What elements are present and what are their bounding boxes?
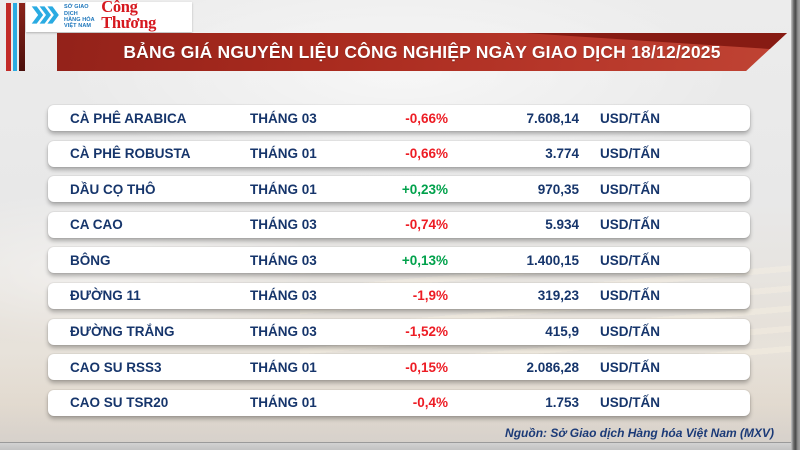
contract-month: THÁNG 01 bbox=[250, 181, 317, 197]
unit-cell: USD/TẤN bbox=[600, 288, 660, 304]
change-cell: -0,74% bbox=[405, 217, 448, 233]
price-cell: 1.753 bbox=[545, 395, 579, 411]
commodity-name: ĐƯỜNG 11 bbox=[70, 288, 141, 304]
price-cell: 2.086,28 bbox=[526, 359, 579, 375]
table-row: ĐƯỜNG TRẮNG THÁNG 03 -1,52% 415,9 USD/TẤ… bbox=[48, 318, 750, 345]
unit-cell: USD/TẤN bbox=[600, 110, 660, 126]
unit-cell: USD/TẤN bbox=[600, 181, 660, 197]
unit-cell: USD/TẤN bbox=[600, 146, 660, 162]
contract-month: THÁNG 01 bbox=[250, 359, 317, 375]
change-cell: -1,52% bbox=[405, 324, 448, 340]
contract-month: THÁNG 03 bbox=[250, 324, 317, 340]
left-stripe-cyan bbox=[13, 3, 17, 71]
table-row: ĐƯỜNG 11 THÁNG 03 -1,9% 319,23 USD/TẤN bbox=[48, 282, 750, 309]
left-stripe-red bbox=[6, 3, 11, 71]
price-cell: 319,23 bbox=[537, 288, 579, 304]
change-cell: -0,4% bbox=[412, 395, 448, 411]
change-cell: -0,15% bbox=[405, 359, 448, 375]
price-cell: 415,9 bbox=[545, 324, 579, 340]
commodity-name: CÀ PHÊ ARABICA bbox=[70, 110, 187, 126]
bottom-edge-bar bbox=[0, 442, 800, 450]
price-table: CÀ PHÊ ARABICA THÁNG 03 -0,66% 7.608,14 … bbox=[48, 105, 750, 416]
source-note: Nguồn: Sở Giao dịch Hàng hóa Việt Nam (M… bbox=[505, 426, 774, 440]
commodity-name: CAO SU TSR20 bbox=[70, 395, 169, 411]
mxv-logo: SỞ GIAO DỊCH HÀNG HÓA VIỆT NAM bbox=[31, 4, 97, 29]
price-cell: 1.400,15 bbox=[526, 252, 579, 268]
commodity-name: CA CAO bbox=[70, 217, 123, 233]
price-cell: 5.934 bbox=[545, 217, 579, 233]
contract-month: THÁNG 01 bbox=[250, 395, 317, 411]
table-row: BÔNG THÁNG 03 +0,13% 1.400,15 USD/TẤN bbox=[48, 247, 750, 274]
commodity-name: BÔNG bbox=[70, 252, 111, 268]
commodity-name: CÀ PHÊ ROBUSTA bbox=[70, 146, 191, 162]
unit-cell: USD/TẤN bbox=[600, 217, 660, 233]
table-row: CAO SU TSR20 THÁNG 01 -0,4% 1.753 USD/TẤ… bbox=[48, 389, 750, 416]
table-row: CÀ PHÊ ROBUSTA THÁNG 01 -0,66% 3.774 USD… bbox=[48, 140, 750, 167]
contract-month: THÁNG 03 bbox=[250, 110, 317, 126]
cong-thuong-wordmark: Công Thương bbox=[101, 0, 157, 32]
commodity-name: CAO SU RSS3 bbox=[70, 359, 162, 375]
unit-cell: USD/TẤN bbox=[600, 324, 660, 340]
table-row: CÀ PHÊ ARABICA THÁNG 03 -0,66% 7.608,14 … bbox=[48, 105, 750, 131]
change-cell: -0,66% bbox=[405, 110, 448, 126]
change-cell: +0,23% bbox=[401, 181, 448, 197]
right-edge-bar bbox=[791, 0, 800, 450]
page-title: BẢNG GIÁ NGUYÊN LIỆU CÔNG NGHIỆP NGÀY GI… bbox=[123, 41, 721, 62]
title-banner: BẢNG GIÁ NGUYÊN LIỆU CÔNG NGHIỆP NGÀY GI… bbox=[57, 33, 787, 71]
mxv-logo-text: SỞ GIAO DỊCH HÀNG HÓA VIỆT NAM bbox=[64, 4, 95, 30]
price-cell: 7.608,14 bbox=[526, 110, 579, 126]
contract-month: THÁNG 03 bbox=[250, 252, 317, 268]
contract-month: THÁNG 03 bbox=[250, 288, 317, 304]
table-row: CA CAO THÁNG 03 -0,74% 5.934 USD/TẤN bbox=[48, 211, 750, 238]
change-cell: -1,9% bbox=[412, 288, 448, 304]
left-stripe-maroon bbox=[19, 3, 25, 71]
change-cell: +0,13% bbox=[401, 252, 448, 268]
contract-month: THÁNG 01 bbox=[250, 146, 317, 162]
unit-cell: USD/TẤN bbox=[600, 252, 660, 268]
logo-box: SỞ GIAO DỊCH HÀNG HÓA VIỆT NAM Công Thươ… bbox=[26, 0, 192, 36]
commodity-name: ĐƯỜNG TRẮNG bbox=[70, 324, 175, 340]
table-row: CAO SU RSS3 THÁNG 01 -0,15% 2.086,28 USD… bbox=[48, 354, 750, 381]
commodity-name: DẦU CỌ THÔ bbox=[70, 181, 156, 197]
mxv-chevrons-icon bbox=[31, 5, 61, 30]
unit-cell: USD/TẤN bbox=[600, 359, 660, 375]
contract-month: THÁNG 03 bbox=[250, 217, 317, 233]
unit-cell: USD/TẤN bbox=[600, 395, 660, 411]
cong-thuong-logo: Công Thương bbox=[101, 0, 187, 36]
price-cell: 970,35 bbox=[537, 181, 579, 197]
table-row: DẦU CỌ THÔ THÁNG 01 +0,23% 970,35 USD/TẤ… bbox=[48, 176, 750, 203]
change-cell: -0,66% bbox=[405, 146, 448, 162]
price-cell: 3.774 bbox=[545, 146, 579, 162]
